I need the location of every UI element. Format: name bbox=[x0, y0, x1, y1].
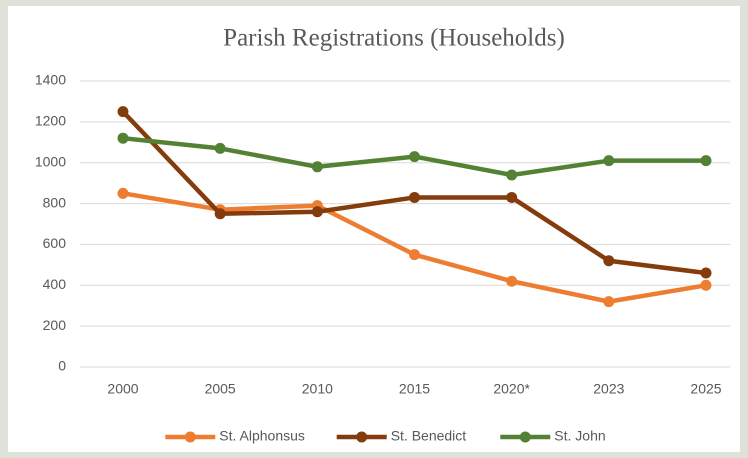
y-tick-label: 0 bbox=[58, 358, 66, 374]
legend-marker bbox=[356, 431, 368, 443]
data-point bbox=[117, 106, 129, 118]
data-point bbox=[700, 279, 712, 291]
data-point bbox=[603, 155, 615, 167]
y-tick-label: 1200 bbox=[35, 113, 66, 129]
data-point bbox=[311, 161, 323, 173]
y-tick-label: 1000 bbox=[35, 153, 66, 169]
data-point bbox=[506, 275, 518, 287]
data-point bbox=[603, 296, 615, 308]
y-tick-label: 400 bbox=[43, 276, 67, 292]
y-tick-label: 1400 bbox=[35, 72, 66, 88]
data-point bbox=[409, 151, 420, 163]
data-point bbox=[409, 191, 420, 203]
data-point bbox=[214, 142, 226, 154]
x-tick-label: 2015 bbox=[399, 381, 430, 397]
data-point bbox=[117, 132, 129, 144]
data-point bbox=[603, 255, 615, 267]
x-tick-label: 2005 bbox=[205, 381, 236, 397]
data-point bbox=[117, 187, 129, 199]
legend-label: St. Alphonsus bbox=[219, 428, 305, 444]
x-tick-label: 2025 bbox=[690, 381, 721, 397]
x-tick-label: 2000 bbox=[107, 381, 138, 397]
x-tick-label: 2023 bbox=[593, 381, 624, 397]
data-point bbox=[214, 208, 226, 220]
legend-label: St. John bbox=[554, 428, 605, 444]
y-tick-label: 800 bbox=[43, 194, 67, 210]
chart-area bbox=[8, 6, 740, 452]
data-point bbox=[506, 169, 518, 181]
x-tick-label: 2020* bbox=[493, 381, 530, 397]
data-point bbox=[700, 155, 712, 167]
legend-marker bbox=[519, 431, 531, 443]
legend-label: St. Benedict bbox=[391, 428, 467, 444]
data-point bbox=[700, 267, 712, 279]
chart-title: Parish Registrations (Households) bbox=[223, 25, 565, 52]
data-point bbox=[409, 249, 420, 261]
y-tick-label: 600 bbox=[43, 235, 67, 251]
data-point bbox=[506, 191, 518, 203]
y-tick-label: 200 bbox=[43, 317, 67, 333]
legend-marker bbox=[184, 431, 196, 443]
x-tick-label: 2010 bbox=[302, 381, 333, 397]
data-point bbox=[311, 206, 323, 218]
